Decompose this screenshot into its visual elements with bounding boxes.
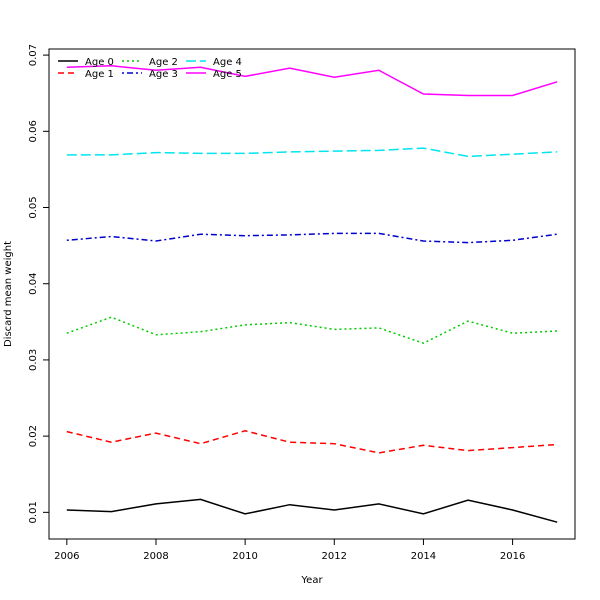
x-tick-label-2012: 2012 — [322, 551, 347, 562]
x-axis-title: Year — [300, 575, 323, 586]
series-line-age-4 — [66, 147, 558, 158]
x-tick-label-2016: 2016 — [500, 551, 525, 562]
y-tick-label-6: 0.07 — [28, 44, 39, 66]
series-line-age-0 — [66, 498, 558, 523]
legend-label-age-2: Age 2 — [149, 57, 178, 68]
y-tick-label-0: 0.01 — [28, 501, 39, 523]
legend-label-age-4: Age 4 — [213, 57, 242, 68]
x-tick-label-2006: 2006 — [54, 551, 79, 562]
y-tick-label-4: 0.05 — [28, 196, 39, 218]
y-tick-label-3: 0.04 — [28, 273, 39, 295]
legend-label-age-3: Age 3 — [149, 69, 178, 80]
series-layer — [66, 65, 558, 523]
y-tick-label-1: 0.02 — [28, 425, 39, 447]
x-axis: 2006 2008 2010 2012 2014 2016 — [54, 538, 525, 562]
plot-frame — [48, 48, 576, 540]
x-tick-label-2014: 2014 — [411, 551, 436, 562]
y-axis: 0.01 0.02 0.03 0.04 0.05 0.06 0.07 — [28, 44, 50, 523]
series-line-age-1 — [66, 430, 558, 454]
y-axis-title: Discard mean weight — [3, 241, 14, 347]
series-line-age-2 — [66, 316, 558, 345]
legend-label-age-0: Age 0 — [85, 57, 114, 68]
y-tick-label-2: 0.03 — [28, 349, 39, 371]
series-line-age-5 — [66, 65, 558, 97]
y-tick-label-5: 0.06 — [28, 120, 39, 142]
legend-label-age-1: Age 1 — [85, 69, 114, 80]
series-line-age-3 — [66, 232, 558, 244]
x-tick-label-2008: 2008 — [143, 551, 168, 562]
legend-label-age-5: Age 5 — [213, 69, 242, 80]
x-tick-label-2010: 2010 — [232, 551, 257, 562]
